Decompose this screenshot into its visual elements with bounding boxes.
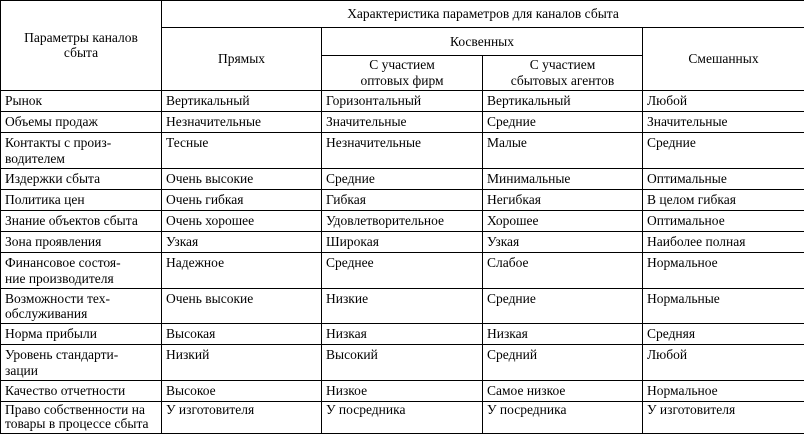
direct-cell: Тесные — [162, 132, 322, 168]
table-row: Контакты с произ- водителем Тесные Незна… — [1, 132, 804, 168]
direct-cell: У изготовителя — [162, 402, 322, 433]
wholesale-cell: Гибкая — [322, 189, 483, 210]
param-cell: Уровень стандарти- зации — [1, 345, 162, 381]
agents-cell: Узкая — [483, 231, 643, 252]
agents-cell: Средний — [483, 345, 643, 381]
param-cell: Право собственности на товары в процессе… — [1, 402, 162, 433]
direct-cell: Узкая — [162, 231, 322, 252]
direct-cell: Очень гибкая — [162, 189, 322, 210]
table-row: Рынок Вертикальный Горизонтальный Вертик… — [1, 90, 804, 111]
param-cell: Норма прибыли — [1, 324, 162, 345]
header-row-1: Параметры каналов сбыта Характеристика п… — [1, 1, 804, 28]
table-row: Качество отчетности Высокое Низкое Самое… — [1, 381, 804, 402]
table-row: Зона проявления Узкая Широкая Узкая Наиб… — [1, 231, 804, 252]
param-cell: Знание объектов сбыта — [1, 210, 162, 231]
mixed-cell: Оптимальные — [643, 168, 804, 189]
span-header-cell: Характеристика параметров для каналов сб… — [162, 1, 804, 28]
column-header-indirect-agents: С участием сбытовых агентов — [483, 56, 643, 91]
mixed-cell: Оптимальное — [643, 210, 804, 231]
agents-cell: Малые — [483, 132, 643, 168]
direct-cell: Вертикальный — [162, 90, 322, 111]
direct-cell: Высокая — [162, 324, 322, 345]
wholesale-cell: Широкая — [322, 231, 483, 252]
table-row: Возможности тех- обслуживания Очень высо… — [1, 288, 804, 324]
mixed-cell: Любой — [643, 345, 804, 381]
mixed-cell: Средняя — [643, 324, 804, 345]
mixed-cell: У изготовителя — [643, 402, 804, 433]
agents-cell: Вертикальный — [483, 90, 643, 111]
direct-cell: Надежное — [162, 252, 322, 288]
mixed-cell: Средние — [643, 132, 804, 168]
param-cell: Финансовое состоя- ние производителя — [1, 252, 162, 288]
table-header: Параметры каналов сбыта Характеристика п… — [1, 1, 804, 91]
mixed-cell: Любой — [643, 90, 804, 111]
wholesale-cell: У посредника — [322, 402, 483, 433]
param-cell: Объемы продаж — [1, 111, 162, 132]
param-cell: Качество отчетности — [1, 381, 162, 402]
wholesale-cell: Горизонтальный — [322, 90, 483, 111]
corner-header-cell: Параметры каналов сбыта — [1, 1, 162, 91]
agents-cell: Хорошее — [483, 210, 643, 231]
table-row: Объемы продаж Незначительные Значительны… — [1, 111, 804, 132]
direct-cell: Незначительные — [162, 111, 322, 132]
agents-cell: Слабое — [483, 252, 643, 288]
wholesale-cell: Незначительные — [322, 132, 483, 168]
mixed-cell: Нормальное — [643, 381, 804, 402]
column-header-indirect-wholesale: С участием оптовых фирм — [322, 56, 483, 91]
param-cell: Контакты с произ- водителем — [1, 132, 162, 168]
direct-cell: Очень хорошее — [162, 210, 322, 231]
agents-cell: У посредника — [483, 402, 643, 433]
mixed-cell: Значительные — [643, 111, 804, 132]
table-body: Рынок Вертикальный Горизонтальный Вертик… — [1, 90, 804, 433]
param-cell: Возможности тех- обслуживания — [1, 288, 162, 324]
mixed-cell: Нормальное — [643, 252, 804, 288]
column-header-mixed: Смешанных — [643, 28, 804, 91]
agents-cell: Средние — [483, 111, 643, 132]
agents-cell: Минимальные — [483, 168, 643, 189]
wholesale-cell: Удовлетворительное — [322, 210, 483, 231]
param-cell: Издержки сбыта — [1, 168, 162, 189]
direct-cell: Высокое — [162, 381, 322, 402]
table-row: Издержки сбыта Очень высокие Средние Мин… — [1, 168, 804, 189]
mixed-cell: Нормальные — [643, 288, 804, 324]
param-cell: Политика цен — [1, 189, 162, 210]
wholesale-cell: Средние — [322, 168, 483, 189]
mixed-cell: Наиболее полная — [643, 231, 804, 252]
column-header-direct: Прямых — [162, 28, 322, 91]
table-row: Уровень стандарти- зации Низкий Высокий … — [1, 345, 804, 381]
table-row: Финансовое состоя- ние производителя Над… — [1, 252, 804, 288]
wholesale-cell: Значительные — [322, 111, 483, 132]
wholesale-cell: Низкое — [322, 381, 483, 402]
column-header-indirect-group: Косвенных — [322, 28, 643, 56]
table-row: Знание объектов сбыта Очень хорошее Удов… — [1, 210, 804, 231]
param-cell: Зона проявления — [1, 231, 162, 252]
wholesale-cell: Высокий — [322, 345, 483, 381]
table-row: Право собственности на товары в процессе… — [1, 402, 804, 433]
wholesale-cell: Низкие — [322, 288, 483, 324]
agents-cell: Средние — [483, 288, 643, 324]
agents-cell: Низкая — [483, 324, 643, 345]
wholesale-cell: Среднее — [322, 252, 483, 288]
agents-cell: Самое низкое — [483, 381, 643, 402]
direct-cell: Низкий — [162, 345, 322, 381]
agents-cell: Негибкая — [483, 189, 643, 210]
wholesale-cell: Низкая — [322, 324, 483, 345]
table-row: Норма прибыли Высокая Низкая Низкая Сред… — [1, 324, 804, 345]
direct-cell: Очень высокие — [162, 288, 322, 324]
direct-cell: Очень высокие — [162, 168, 322, 189]
table-row: Политика цен Очень гибкая Гибкая Негибка… — [1, 189, 804, 210]
mixed-cell: В целом гибкая — [643, 189, 804, 210]
param-cell: Рынок — [1, 90, 162, 111]
